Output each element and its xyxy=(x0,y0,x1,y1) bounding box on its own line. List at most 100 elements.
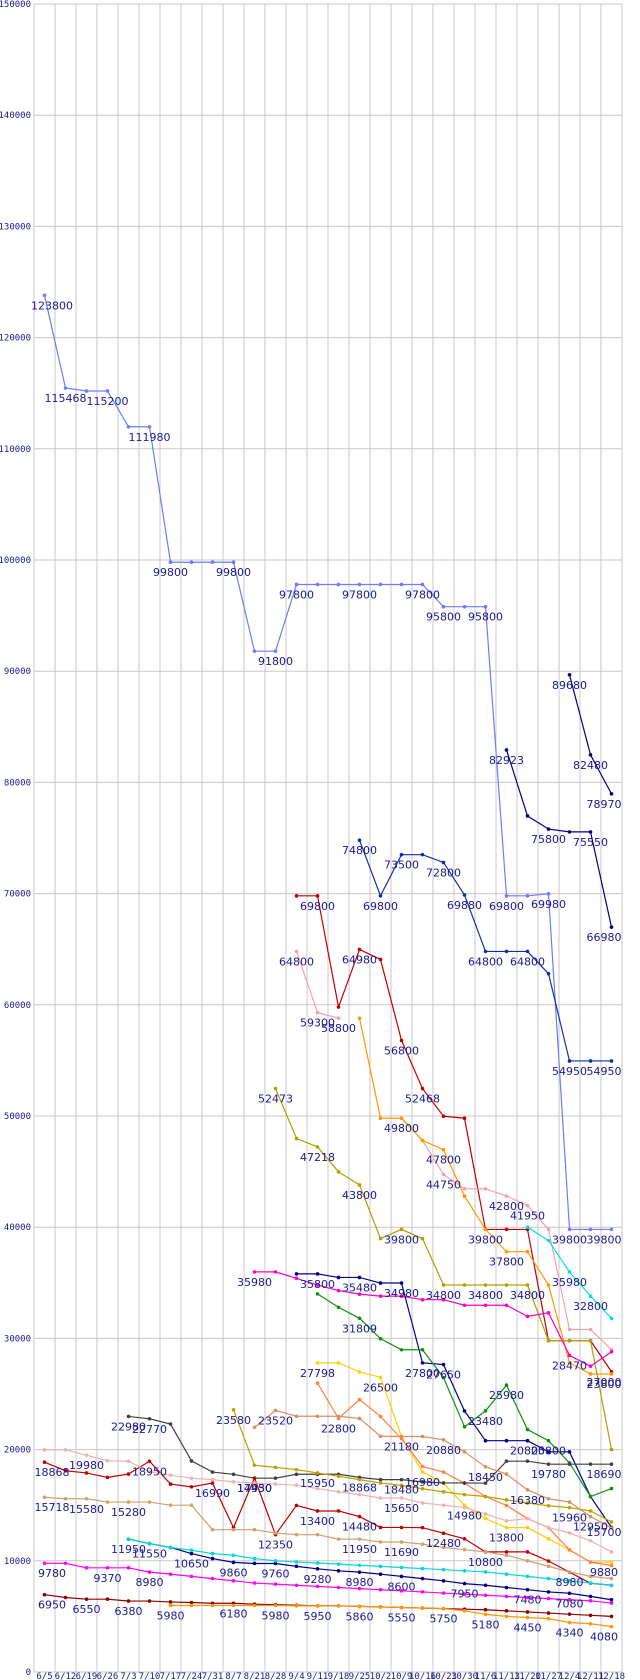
data-point xyxy=(168,1503,173,1507)
data-point xyxy=(504,894,509,898)
data-label: 9780 xyxy=(38,1567,66,1580)
data-point xyxy=(294,1564,299,1569)
data-point xyxy=(483,949,488,954)
data-label: 43800 xyxy=(342,1189,377,1202)
data-point xyxy=(420,1464,425,1469)
data-point xyxy=(399,1540,404,1544)
data-label: 37800 xyxy=(489,1256,524,1269)
data-point xyxy=(210,560,215,565)
data-point xyxy=(441,1591,446,1595)
data-point xyxy=(441,1114,446,1119)
data-point xyxy=(504,1614,509,1619)
data-point xyxy=(462,1425,467,1429)
data-point xyxy=(567,1059,572,1063)
series-line xyxy=(128,1538,612,1586)
data-point xyxy=(462,1303,467,1308)
x-tick-label: 11/27 xyxy=(535,1672,562,1680)
data-point xyxy=(84,389,89,393)
data-point xyxy=(546,1616,551,1621)
x-tick-label: 8/7 xyxy=(225,1672,241,1680)
data-point xyxy=(168,1473,173,1477)
data-point xyxy=(294,1136,299,1141)
data-point xyxy=(315,1567,320,1571)
data-point xyxy=(147,424,152,429)
data-point xyxy=(483,1494,488,1499)
data-point xyxy=(546,1564,551,1569)
data-point xyxy=(357,1570,362,1574)
data-point xyxy=(210,1527,215,1532)
data-label: 47800 xyxy=(426,1154,461,1167)
data-point xyxy=(441,860,446,865)
series-24 xyxy=(168,1603,614,1629)
data-point xyxy=(294,1472,299,1477)
data-label: 25980 xyxy=(489,1389,524,1402)
data-label: 69880 xyxy=(447,899,482,912)
data-label: 8980 xyxy=(136,1576,164,1589)
data-label: 91800 xyxy=(258,655,293,668)
data-label: 14950 xyxy=(237,1482,272,1495)
data-point xyxy=(42,1495,47,1500)
data-label: 39800 xyxy=(468,1233,503,1246)
data-point xyxy=(483,604,488,609)
data-label: 16980 xyxy=(405,1476,440,1489)
x-tick-label: 7/31 xyxy=(202,1672,224,1680)
data-point xyxy=(504,1459,509,1463)
data-point xyxy=(441,1481,446,1485)
data-label: 75800 xyxy=(531,833,566,846)
data-point xyxy=(462,1481,467,1485)
data-point xyxy=(84,1453,89,1457)
data-point xyxy=(483,1465,488,1469)
data-label: 5180 xyxy=(472,1618,500,1631)
data-label: 7480 xyxy=(514,1594,542,1607)
data-point xyxy=(441,1147,446,1152)
data-point xyxy=(63,1496,68,1501)
data-point xyxy=(273,1531,278,1535)
data-label: 9370 xyxy=(94,1572,122,1585)
data-point xyxy=(588,1613,593,1618)
data-point xyxy=(252,1603,257,1608)
data-point xyxy=(609,1520,614,1524)
data-point xyxy=(210,1576,215,1581)
series-21 xyxy=(126,1537,614,1588)
x-tick-label: 9/11 xyxy=(307,1672,329,1680)
data-point xyxy=(546,1559,551,1563)
data-label: 22980 xyxy=(111,1420,146,1433)
data-point xyxy=(441,604,446,609)
data-point xyxy=(378,1481,383,1485)
data-point xyxy=(420,1542,425,1546)
data-point xyxy=(420,1480,425,1484)
data-point xyxy=(147,1599,152,1603)
data-point xyxy=(399,1589,404,1593)
data-point xyxy=(168,1422,173,1426)
data-point xyxy=(168,1572,173,1576)
x-tick-label: 12/18 xyxy=(598,1672,625,1680)
series-11 xyxy=(315,1292,614,1499)
data-point xyxy=(567,1612,572,1616)
data-point xyxy=(126,1459,131,1464)
x-tick-label: 10/30 xyxy=(451,1672,478,1680)
data-point xyxy=(252,649,257,653)
data-point xyxy=(483,1283,488,1287)
data-label: 23580 xyxy=(216,1414,251,1427)
data-label: 44750 xyxy=(426,1178,461,1191)
data-point xyxy=(315,1010,320,1015)
data-point xyxy=(420,1297,425,1302)
data-point xyxy=(546,1536,551,1541)
series-19 xyxy=(42,1448,614,1554)
series-line xyxy=(170,1604,612,1628)
data-point xyxy=(168,560,173,565)
data-point xyxy=(168,1600,173,1604)
data-point xyxy=(504,1472,509,1476)
data-label: 11950 xyxy=(342,1543,377,1556)
series-line xyxy=(44,1562,612,1604)
data-label: 4450 xyxy=(514,1622,542,1635)
data-point xyxy=(567,1500,572,1504)
x-tick-label: 10/9 xyxy=(391,1672,413,1680)
data-labels: 123800 115468 115200 111980 99800 99800 91800 9… xyxy=(31,299,622,1643)
y-tick-label: 30000 xyxy=(4,1334,31,1344)
data-point xyxy=(420,1086,425,1091)
data-label: 9860 xyxy=(220,1566,248,1579)
data-point xyxy=(546,1576,551,1581)
data-point xyxy=(210,1603,215,1608)
data-point xyxy=(567,1338,572,1343)
